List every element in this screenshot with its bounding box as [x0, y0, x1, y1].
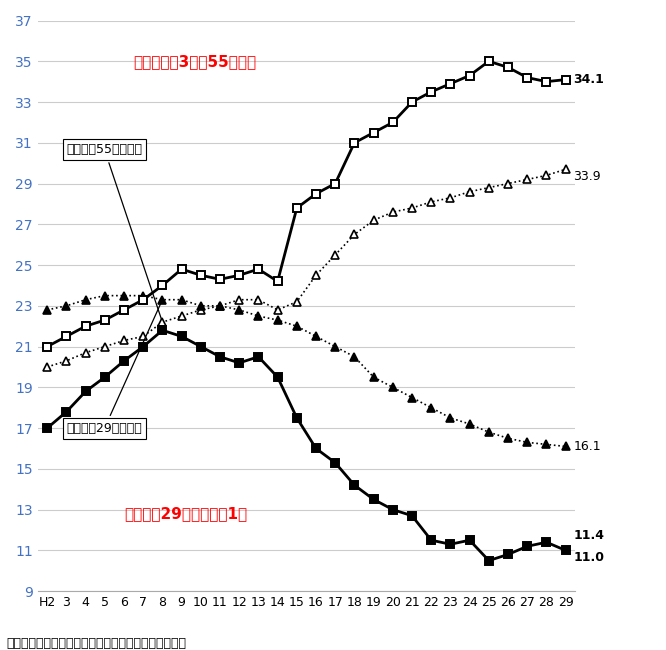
Text: 全産業（55歳以上）: 全産業（55歳以上） — [67, 143, 162, 320]
Text: 建設業：的3割う55歳以上: 建設業：的3割う55歳以上 — [134, 54, 256, 69]
Text: 16.1: 16.1 — [573, 440, 601, 453]
Text: 11.4: 11.4 — [573, 528, 604, 541]
Text: 建設業：29歳以下は約1割: 建設業：29歳以下は約1割 — [124, 506, 247, 521]
Text: 全産業（29歳以下）: 全産業（29歳以下） — [67, 302, 161, 436]
Text: 33.9: 33.9 — [573, 170, 601, 183]
Text: 11.0: 11.0 — [573, 551, 604, 564]
Text: 34.1: 34.1 — [573, 73, 604, 86]
Text: 出典：総務省「労働力調査」を基に国土交通省で算出: 出典：総務省「労働力調査」を基に国土交通省で算出 — [7, 637, 186, 650]
